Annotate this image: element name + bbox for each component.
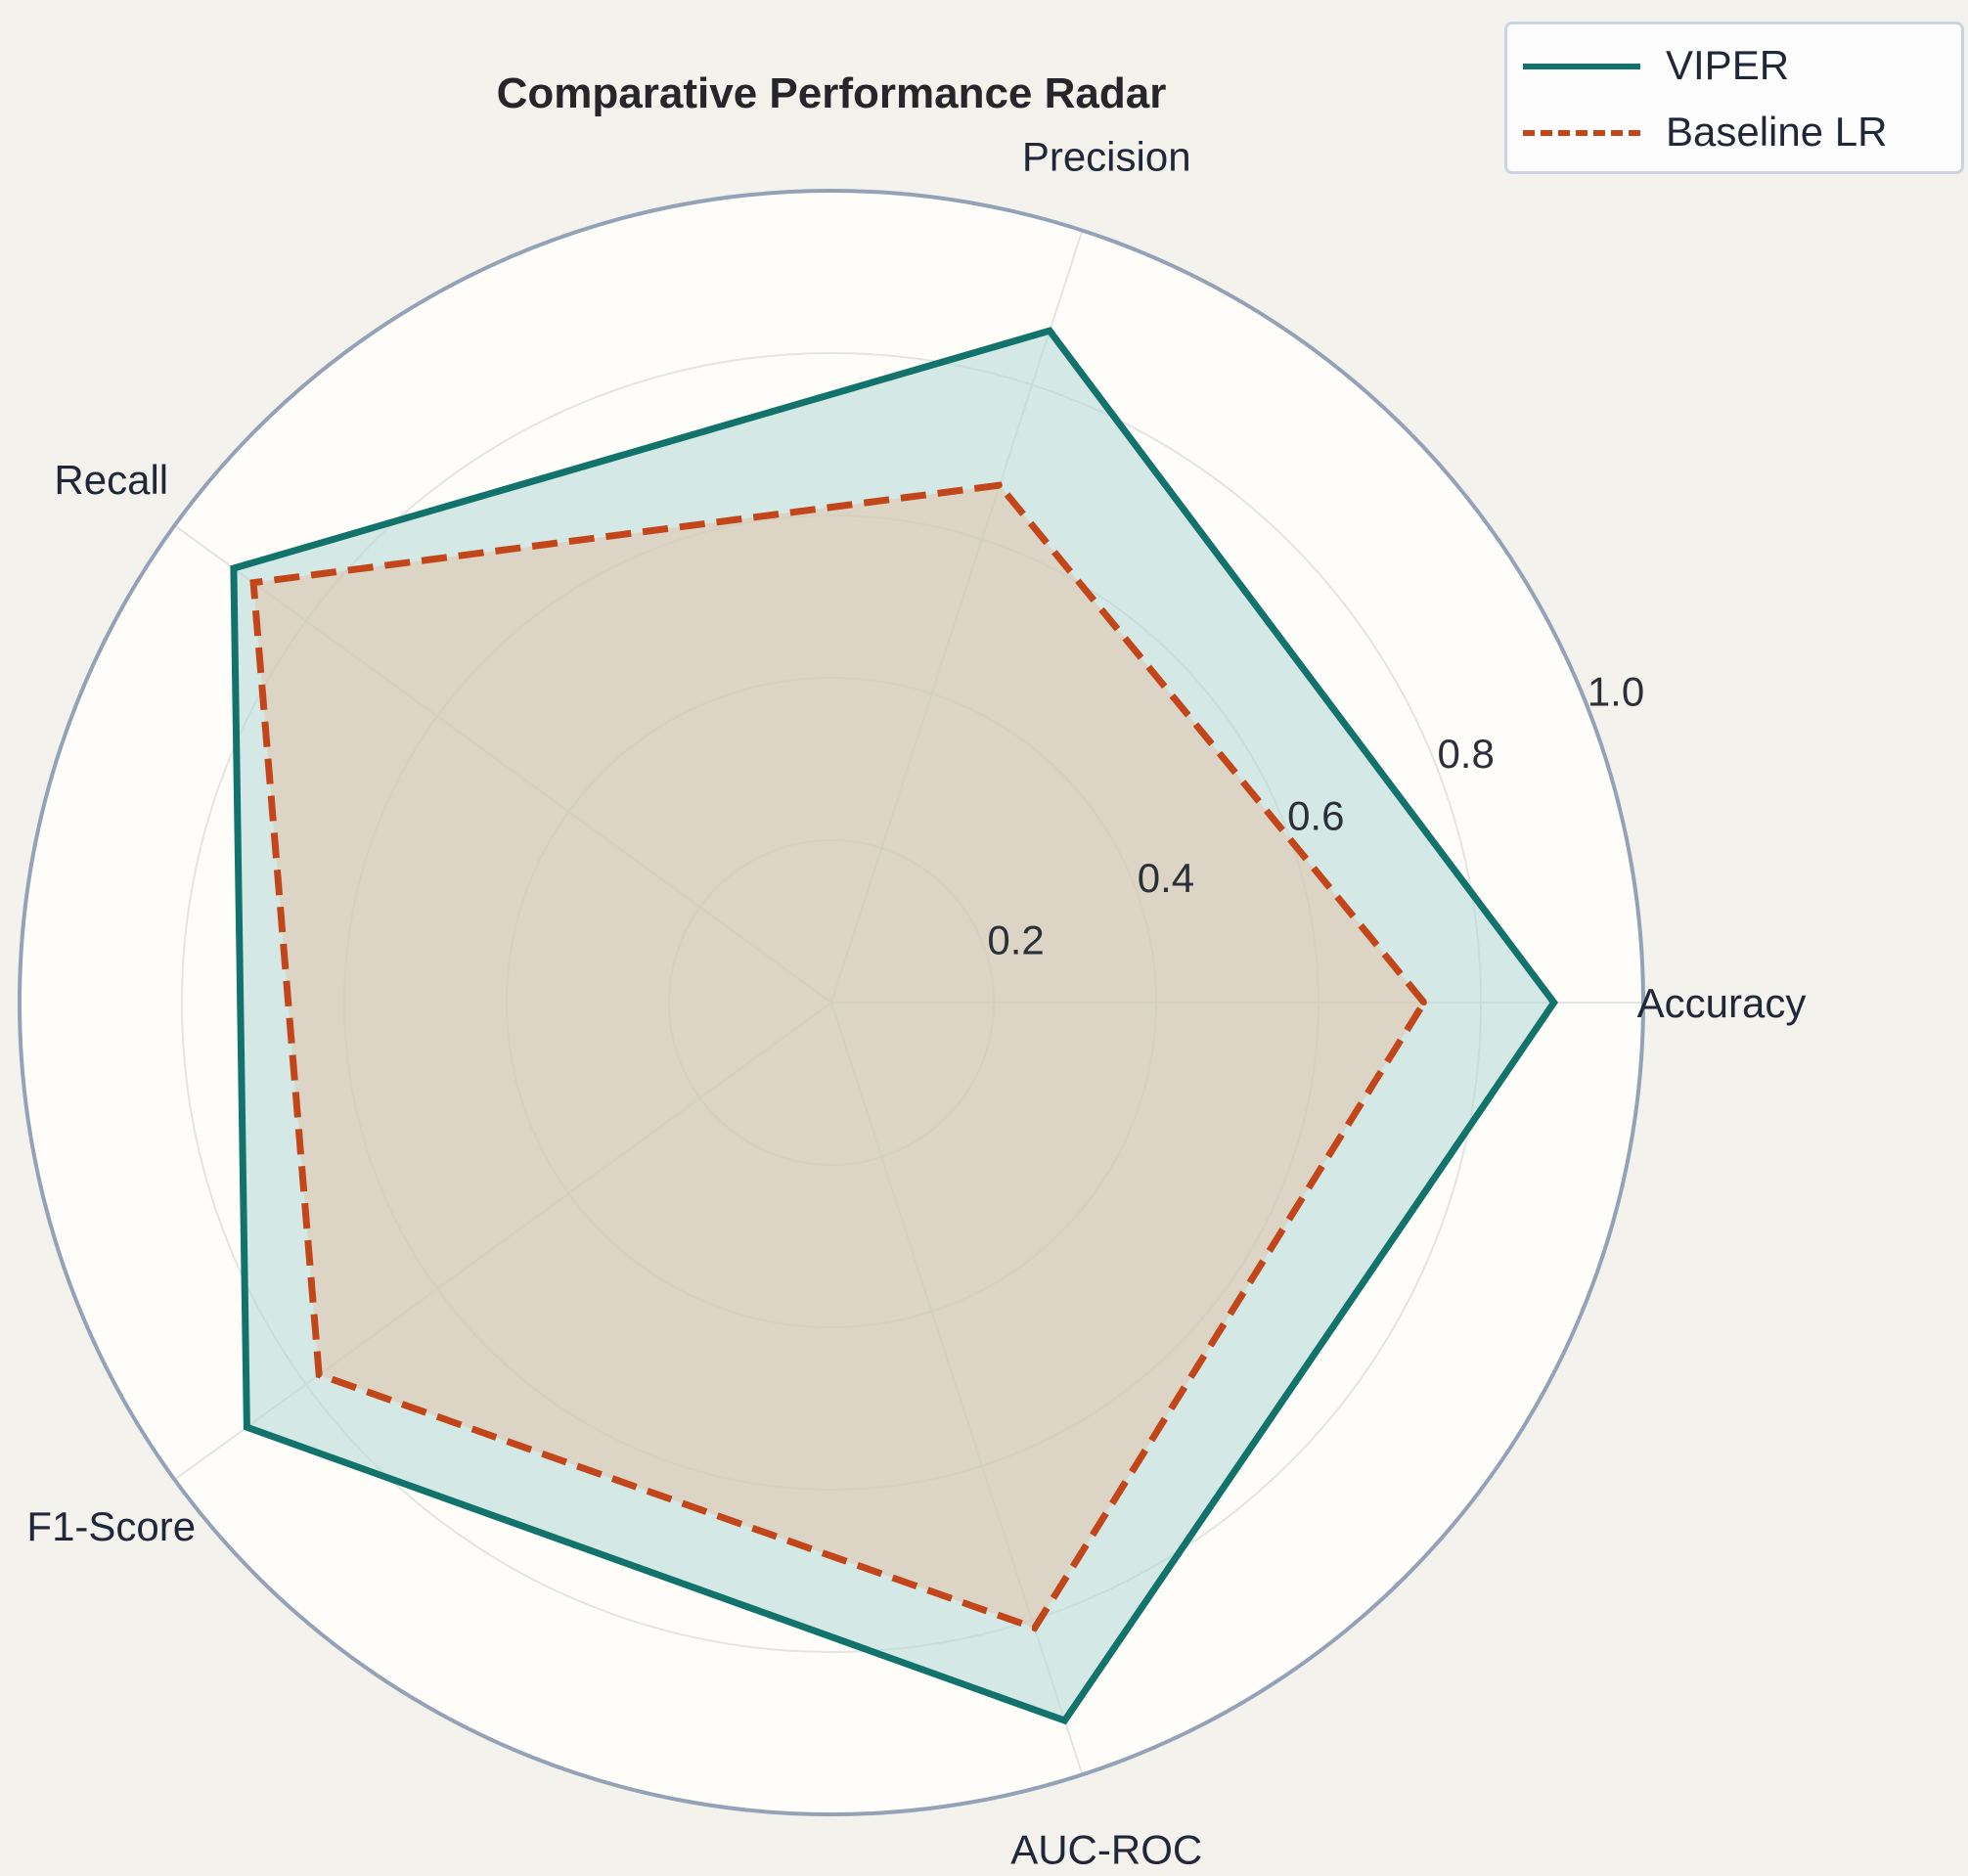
legend-label-viper: VIPER xyxy=(1666,42,1790,88)
legend-label-baseline-lr: Baseline LR xyxy=(1666,109,1888,155)
data-point-viper-auc-roc xyxy=(1061,1718,1068,1724)
legend: VIPER Baseline LR xyxy=(1504,22,1964,174)
tick-label-4: 0.8 xyxy=(1437,731,1494,777)
axis-labels: Accuracy Precision Recall F1-Score AUC-ROC xyxy=(26,134,1806,1873)
tick-label-1: 0.2 xyxy=(987,916,1044,962)
series-line-baseline-lr xyxy=(249,481,1429,1632)
series-fill-baseline-lr xyxy=(253,485,1424,1629)
legend-entry-viper: VIPER xyxy=(1507,36,1961,95)
data-point-baseline-lr-auc-roc xyxy=(1031,1625,1038,1631)
data-point-viper-f1-score xyxy=(244,1424,250,1431)
data-point-viper-precision xyxy=(1047,328,1053,335)
tick-label-2: 0.4 xyxy=(1138,855,1194,901)
data-point-viper-recall xyxy=(230,565,237,572)
outer-frame xyxy=(18,189,1645,1816)
tick-label-5: 1.0 xyxy=(1588,668,1644,714)
axis-label-accuracy: Accuracy xyxy=(1637,980,1807,1026)
series-fills xyxy=(233,331,1554,1721)
data-point-viper-accuracy xyxy=(1550,1000,1557,1005)
data-point-baseline-lr-accuracy xyxy=(1420,1000,1427,1005)
radial-tick-labels: 0.2 0.4 0.6 0.8 1.0 xyxy=(987,668,1644,962)
data-point-baseline-lr-f1-score xyxy=(316,1371,323,1378)
series-lines xyxy=(230,327,1559,1725)
tick-label-3: 0.6 xyxy=(1287,792,1344,838)
data-point-baseline-lr-recall xyxy=(250,579,257,586)
axis-label-recall: Recall xyxy=(54,457,168,503)
axis-label-auc-roc: AUC-ROC xyxy=(1010,1826,1202,1872)
data-point-baseline-lr-precision xyxy=(996,482,1003,489)
legend-swatch-baseline-lr xyxy=(1523,130,1640,136)
chart-title: Comparative Performance Radar xyxy=(497,69,1167,117)
legend-swatch-viper xyxy=(1523,64,1640,69)
series-line-viper xyxy=(230,327,1559,1725)
axis-label-f1-score: F1-Score xyxy=(26,1503,196,1549)
axis-label-precision: Precision xyxy=(1022,134,1191,180)
legend-entry-baseline-lr: Baseline LR xyxy=(1507,103,1961,161)
